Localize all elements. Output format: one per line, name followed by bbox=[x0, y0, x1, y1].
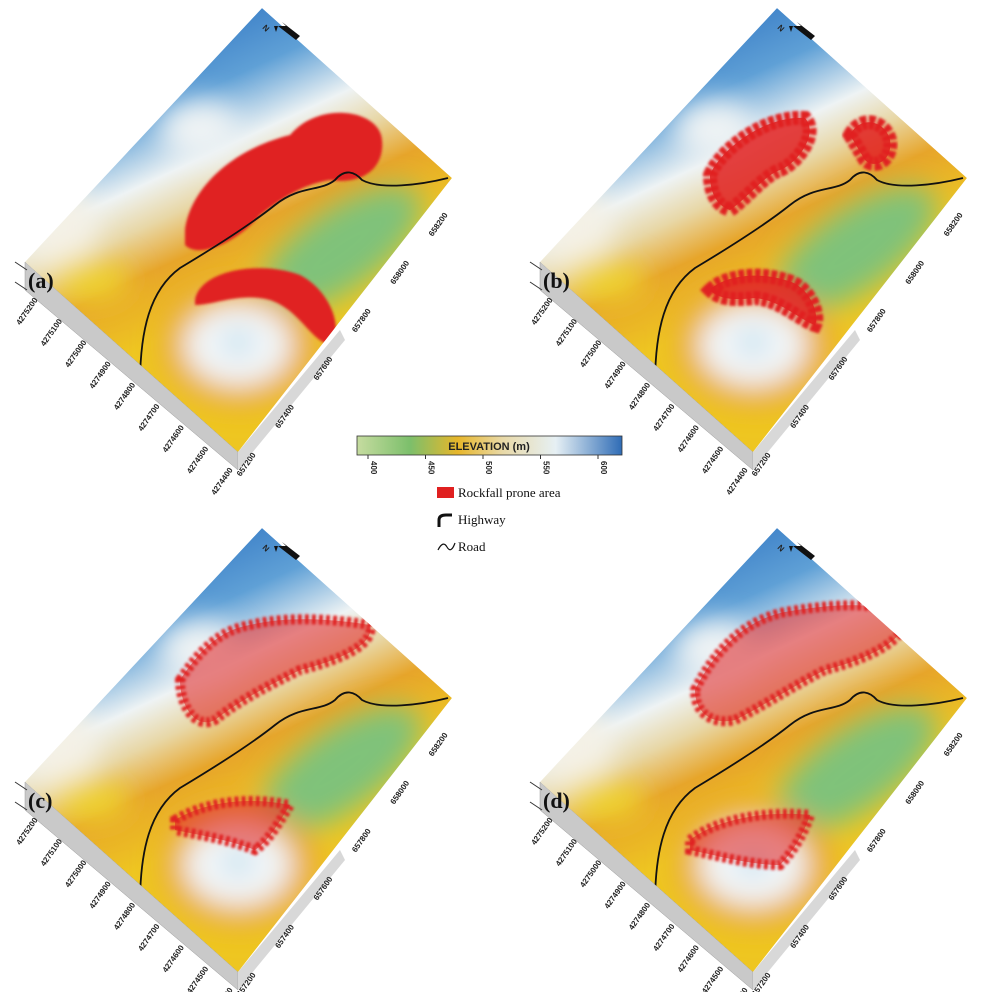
map-panel: N(a)427520042751004275000427490042748004… bbox=[14, 8, 452, 497]
northing-label: 4274800 bbox=[112, 901, 138, 932]
easting-label: 658200 bbox=[427, 731, 450, 758]
northing-label: 4274800 bbox=[112, 381, 138, 412]
northing-label: 4274500 bbox=[700, 444, 726, 475]
hill-top bbox=[739, 332, 767, 352]
northing-label: 4274700 bbox=[136, 402, 162, 433]
northing-label: 4274800 bbox=[627, 901, 653, 932]
northing-label: 4274900 bbox=[603, 359, 629, 390]
easting-label: 658000 bbox=[389, 779, 412, 806]
colorbar-tick-label: 400 bbox=[369, 461, 378, 475]
map-panel: N(b)427520042751004275000427490042748004… bbox=[529, 8, 967, 497]
northing-label: 4274400 bbox=[209, 986, 235, 992]
easting-label: 658000 bbox=[904, 779, 927, 806]
easting-label: 658000 bbox=[389, 259, 412, 286]
legend-item: Road bbox=[458, 539, 486, 554]
northing-label: 4274900 bbox=[603, 879, 629, 910]
easting-label: 657800 bbox=[865, 827, 888, 854]
northing-label: 4274400 bbox=[209, 466, 235, 497]
northing-label: 4275000 bbox=[578, 338, 604, 369]
colorbar-tick-label: 500 bbox=[484, 461, 493, 475]
ridge bbox=[160, 100, 240, 160]
panel-label: (d) bbox=[543, 788, 570, 813]
northing-label: 4274600 bbox=[676, 423, 702, 454]
easting-label: 657800 bbox=[350, 827, 373, 854]
panel-label: (b) bbox=[543, 268, 570, 293]
easting-label: 658200 bbox=[427, 211, 450, 238]
easting-label: 657800 bbox=[865, 307, 888, 334]
northing-label: 4275200 bbox=[529, 296, 555, 327]
northing-label: 4274500 bbox=[185, 444, 211, 475]
hill-top bbox=[224, 852, 252, 872]
colorbar-tick-label: 450 bbox=[427, 461, 436, 475]
northing-label: 4275200 bbox=[14, 816, 40, 847]
easting-label: 658200 bbox=[942, 731, 965, 758]
northing-label: 4275200 bbox=[14, 296, 40, 327]
northing-label: 4274500 bbox=[185, 964, 211, 992]
northing-label: 4274600 bbox=[676, 943, 702, 974]
northing-label: 4274500 bbox=[700, 964, 726, 992]
northing-label: 4274700 bbox=[136, 922, 162, 953]
legend-item: Rockfall prone area bbox=[458, 485, 561, 500]
hill-top bbox=[224, 332, 252, 352]
northing-label: 4275100 bbox=[39, 837, 65, 868]
northing-label: 4274800 bbox=[627, 381, 653, 412]
northing-label: 4275000 bbox=[578, 858, 604, 889]
northing-label: 4274700 bbox=[651, 922, 677, 953]
easting-label: 658200 bbox=[942, 211, 965, 238]
northing-label: 4275000 bbox=[63, 858, 89, 889]
legend: ELEVATION (m) 400 450 500 550 600 Rockfall p… bbox=[357, 436, 622, 554]
northing-label: 4275200 bbox=[529, 816, 555, 847]
legend-item: Highway bbox=[458, 512, 506, 527]
highway-symbol bbox=[439, 515, 452, 527]
colorbar-tick-label: 600 bbox=[599, 461, 608, 475]
colorbar-tick-label: 550 bbox=[542, 461, 551, 475]
panel-label: (c) bbox=[28, 788, 52, 813]
northing-label: 4274600 bbox=[161, 943, 187, 974]
easting-label: 658000 bbox=[904, 259, 927, 286]
figure: N(a)427520042751004275000427490042748004… bbox=[0, 0, 984, 992]
panel-label: (a) bbox=[28, 268, 54, 293]
road-symbol bbox=[438, 543, 455, 550]
colorbar-title: ELEVATION (m) bbox=[448, 441, 530, 453]
map-panel: N(d)427520042751004275000427490042748004… bbox=[529, 528, 967, 992]
northing-label: 4275100 bbox=[39, 317, 65, 348]
rockfall-swatch bbox=[437, 487, 454, 498]
northing-label: 4274700 bbox=[651, 402, 677, 433]
northing-label: 4274600 bbox=[161, 423, 187, 454]
northing-label: 4274900 bbox=[88, 359, 114, 390]
easting-label: 657800 bbox=[350, 307, 373, 334]
northing-label: 4274900 bbox=[88, 879, 114, 910]
northing-label: 4275100 bbox=[554, 317, 580, 348]
northing-label: 4275100 bbox=[554, 837, 580, 868]
northing-label: 4275000 bbox=[63, 338, 89, 369]
northing-label: 4274400 bbox=[724, 466, 750, 497]
map-panel: N(c)427520042751004275000427490042748004… bbox=[14, 528, 452, 992]
northing-label: 4274400 bbox=[724, 986, 750, 992]
